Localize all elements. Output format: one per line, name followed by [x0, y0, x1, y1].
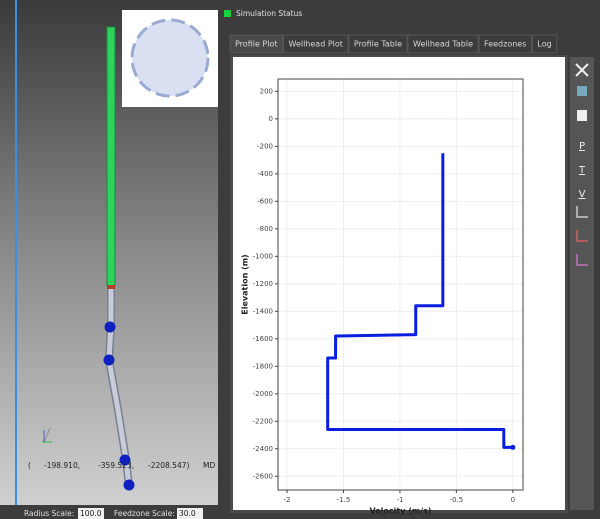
radius-value[interactable]: 100.0 [80, 509, 102, 518]
tab-label[interactable]: Profile Table [354, 40, 402, 49]
y-tick-label: -2600 [253, 472, 273, 480]
y-tick-label: -1600 [253, 335, 273, 343]
tool-button[interactable]: V [579, 189, 586, 200]
tab[interactable]: Feedzones [479, 35, 531, 53]
radius-label: Radius Scale: [24, 509, 74, 518]
x-tick-label: 0 [511, 496, 515, 504]
y-tick-label: -800 [257, 225, 273, 233]
y-tick-label: -2000 [253, 390, 273, 398]
status-title: Simulation Status [236, 9, 302, 18]
y-tick-label: -200 [257, 142, 273, 150]
x-tick-label: -1.5 [337, 496, 351, 504]
well-marker [107, 285, 115, 289]
x-tick-label: -0.5 [450, 496, 464, 504]
coord: -359.523, [98, 461, 134, 470]
y-tick-label: -1800 [253, 362, 273, 370]
y-tick-label: -2400 [253, 445, 273, 453]
y-tick-label: 0 [269, 115, 273, 123]
x-tick-label: -2 [284, 496, 291, 504]
x-tick-label: -1 [396, 496, 403, 504]
tab[interactable]: Profile Plot [230, 35, 283, 53]
toolbar [570, 57, 594, 510]
page: {"status": {"title": "Simulation Status"… [0, 0, 600, 519]
feedzone[interactable] [105, 322, 116, 333]
tool-button[interactable]: P [579, 141, 585, 152]
coord: ( [28, 461, 31, 470]
y-tick-label: -1000 [253, 252, 273, 260]
tab-label[interactable]: Log [537, 40, 551, 49]
y-tick-label: -1400 [253, 307, 273, 315]
feedzone-label: Feedzone Scale: [114, 509, 175, 518]
tab[interactable]: Log [532, 35, 556, 53]
y-axis-label: Elevation (m) [241, 254, 250, 314]
tool-button[interactable]: T [578, 165, 586, 176]
screen: ( -198.910, -359.523, -2208.547) MD Radi… [0, 0, 600, 519]
well-upper [107, 27, 115, 286]
y-tick-label: -400 [257, 170, 273, 178]
tab-label[interactable]: Feedzones [484, 40, 526, 49]
y-tick-label: -2200 [253, 417, 273, 425]
tab-label[interactable]: Wellhead Plot [289, 40, 343, 49]
tool-icon[interactable] [577, 86, 587, 96]
end-point [510, 445, 515, 450]
feedzone[interactable] [124, 480, 135, 491]
tab[interactable]: Profile Table [349, 35, 407, 53]
coord: MD [203, 461, 215, 470]
tool-icon[interactable] [577, 110, 587, 121]
tab[interactable]: Wellhead Plot [284, 35, 348, 53]
feedzone[interactable] [104, 355, 115, 366]
feedzone-value[interactable]: 30.0 [179, 509, 196, 518]
tab-bar: Profile Plot Wellhead Plot Profile Table We… [230, 35, 557, 53]
orientation-circle[interactable] [132, 20, 208, 96]
y-tick-label: -600 [257, 197, 273, 205]
tab-label[interactable]: Profile Plot [235, 40, 278, 49]
status-indicator [224, 10, 231, 17]
tab[interactable]: Wellhead Table [408, 35, 478, 53]
x-axis-label: Velocity (m/s) [369, 507, 431, 516]
coord: -2208.547) [148, 461, 189, 470]
tab-label[interactable]: Wellhead Table [413, 40, 473, 49]
y-tick-label: 200 [260, 87, 273, 95]
y-tick-label: -1200 [253, 280, 273, 288]
coord: -198.910, [44, 461, 80, 470]
